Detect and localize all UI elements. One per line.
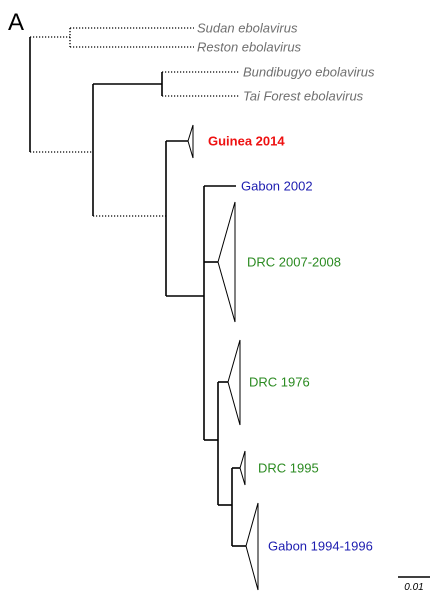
tip-label-sudan: Sudan ebolavirus [197,21,298,36]
gabon-1994-1996-clade [232,502,259,591]
tip-label-tai-forest: Tai Forest ebolavirus [243,89,364,104]
drc-1995-clade [232,450,246,486]
tip-label-drc-2007-2008: DRC 2007-2008 [247,255,341,270]
tip-label-drc-1976: DRC 1976 [249,375,310,390]
tip-label-drc-1995: DRC 1995 [258,461,319,476]
tip-label-gabon-2002: Gabon 2002 [241,179,313,194]
tip-label-gabon-1994-1996: Gabon 1994-1996 [268,539,373,554]
drc-1976-clade [218,339,241,426]
tip-label-reston: Reston ebolavirus [197,40,302,55]
scale-bar-label: 0.01 [404,582,423,593]
tip-label-guinea-2014: Guinea 2014 [208,134,285,149]
sudan-reston-clade [30,27,194,48]
bundibugyo-tai-clade [93,71,240,97]
drc-2007-2008-clade [204,201,236,323]
panel-label: A [8,9,24,36]
guinea-2014-clade [166,124,194,159]
scale-bar: 0.01 [398,576,430,593]
tip-label-bundibugyo: Bundibugyo ebolavirus [243,65,375,80]
